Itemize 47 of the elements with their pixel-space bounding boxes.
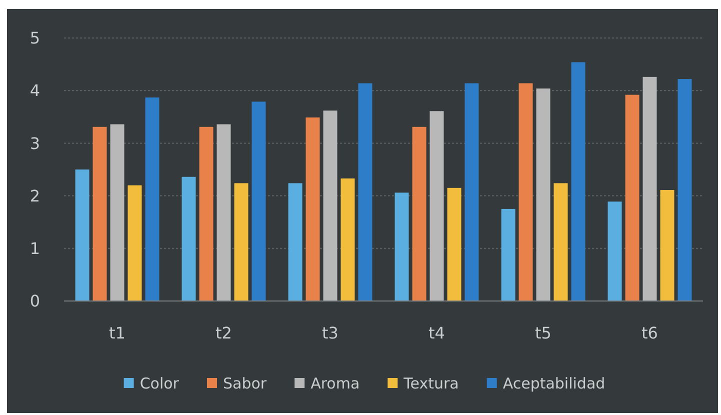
bar [323,110,338,301]
bar [608,202,622,301]
bar [501,208,516,301]
bar [145,97,160,301]
bar [678,79,692,301]
bar [571,62,586,301]
bar [660,190,674,301]
bar [447,188,462,301]
y-tick-label: 2 [30,186,40,206]
bar [358,83,372,301]
bar [464,83,479,301]
y-tick-label: 1 [30,239,40,258]
x-tick-label: t3 [322,324,338,343]
x-tick-label: t2 [216,324,232,343]
bar [536,88,550,301]
bar [182,176,196,301]
legend-label: Color [140,374,180,392]
bar [625,94,640,301]
bar [110,124,124,301]
x-tick-label: t5 [535,324,552,343]
y-tick-label: 4 [30,81,40,100]
legend-label: Aroma [310,374,360,392]
y-tick-label: 5 [30,28,40,48]
bar [518,83,533,301]
bar [199,126,214,301]
legend-label: Sabor [222,374,268,392]
x-tick-label: t6 [642,324,658,343]
bar [394,192,409,301]
legend-label: Textura [402,374,459,392]
x-tick-label: t1 [109,324,126,343]
bar [252,102,266,301]
bar [554,183,568,301]
bar [288,183,302,301]
x-tick-label: t4 [428,324,445,343]
bar [216,124,231,301]
bar [430,111,444,301]
legend-label: Aceptabilidad [502,374,606,392]
bar [412,126,426,301]
bar [92,126,107,301]
bar [642,76,657,301]
bar [340,178,355,301]
bar [128,185,142,301]
y-tick-label: 0 [30,292,40,311]
bar [75,170,90,301]
bar [306,117,320,301]
y-tick-label: 3 [30,134,40,153]
bar [234,183,248,301]
